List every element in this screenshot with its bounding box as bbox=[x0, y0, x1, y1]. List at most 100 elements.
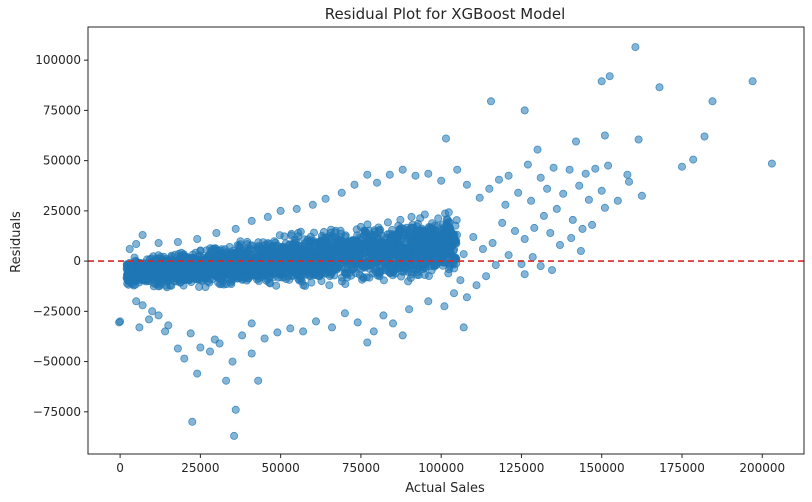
scatter-point bbox=[181, 268, 190, 277]
scatter-point bbox=[388, 319, 397, 328]
scatter-point bbox=[240, 272, 249, 281]
scatter-point bbox=[441, 134, 450, 143]
scatter-point bbox=[383, 248, 392, 257]
scatter-point bbox=[556, 240, 565, 249]
scatter-point bbox=[444, 269, 453, 278]
scatter-point bbox=[154, 238, 163, 247]
scatter-point bbox=[288, 244, 297, 253]
scatter-point bbox=[313, 245, 322, 254]
scatter-point bbox=[424, 232, 433, 241]
scatter-point bbox=[373, 271, 382, 280]
x-tick-label: 50000 bbox=[262, 461, 300, 475]
scatter-point bbox=[366, 230, 375, 239]
scatter-point bbox=[273, 328, 282, 337]
scatter-point bbox=[459, 323, 468, 332]
scatter-point bbox=[748, 77, 757, 86]
y-tick-label: 50000 bbox=[43, 154, 81, 168]
scatter-point bbox=[539, 211, 548, 220]
scatter-point bbox=[173, 237, 182, 246]
scatter-point bbox=[200, 264, 209, 273]
scatter-point bbox=[391, 269, 400, 278]
scatter-point bbox=[510, 226, 519, 235]
scatter-point bbox=[523, 160, 532, 169]
scatter-point bbox=[567, 233, 576, 242]
scatter-point bbox=[528, 253, 537, 262]
scatter-point bbox=[343, 265, 352, 274]
scatter-point bbox=[442, 238, 451, 247]
scatter-point bbox=[655, 83, 664, 92]
scatter-point bbox=[286, 324, 295, 333]
scatter-point bbox=[708, 97, 717, 106]
scatter-point bbox=[311, 317, 320, 326]
scatter-point bbox=[196, 343, 205, 352]
scatter-point bbox=[173, 344, 182, 353]
scatter-point bbox=[354, 242, 363, 251]
scatter-point bbox=[405, 305, 414, 314]
scatter-point bbox=[186, 329, 195, 338]
scatter-point bbox=[125, 277, 134, 286]
x-tick-label: 200000 bbox=[739, 461, 785, 475]
scatter-point bbox=[634, 135, 643, 144]
scatter-point bbox=[491, 261, 500, 270]
scatter-point bbox=[327, 246, 336, 255]
scatter-point bbox=[252, 270, 261, 279]
scatter-point bbox=[370, 247, 379, 256]
scatter-point bbox=[169, 267, 178, 276]
scatter-point bbox=[678, 162, 687, 171]
scatter-point bbox=[254, 376, 263, 385]
scatter-point bbox=[631, 43, 640, 52]
scatter-point bbox=[372, 178, 381, 187]
scatter-point bbox=[234, 241, 243, 250]
scatter-point bbox=[280, 232, 289, 241]
scatter-point bbox=[433, 221, 442, 230]
scatter-point bbox=[337, 277, 346, 286]
scatter-point bbox=[385, 170, 394, 179]
scatter-point bbox=[205, 347, 214, 356]
scatter-point bbox=[138, 230, 147, 239]
scatter-point bbox=[223, 262, 232, 271]
scatter-point bbox=[410, 252, 419, 261]
scatter-point bbox=[482, 272, 491, 281]
scatter-point bbox=[462, 293, 471, 302]
scatter-point bbox=[149, 273, 158, 282]
scatter-point bbox=[379, 276, 388, 285]
scatter-point bbox=[132, 239, 141, 248]
scatter-point bbox=[604, 161, 613, 170]
axis-ticks: 0 25000 50000 75000 100000 125000 150000 175000… bbox=[33, 53, 785, 475]
scatter-point bbox=[605, 72, 614, 81]
scatter-point bbox=[478, 244, 487, 253]
scatter-point bbox=[504, 171, 513, 180]
scatter-point bbox=[337, 188, 346, 197]
scatter-point bbox=[424, 169, 433, 178]
y-tick-label: 75000 bbox=[43, 103, 81, 117]
scatter-point bbox=[205, 250, 214, 259]
scatter-point bbox=[597, 77, 606, 86]
scatter-point bbox=[311, 271, 320, 280]
scatter-point bbox=[285, 261, 294, 270]
scatter-point bbox=[469, 232, 478, 241]
x-tick-label: 125000 bbox=[499, 461, 545, 475]
scatter-point bbox=[231, 405, 240, 414]
y-axis-label: Residuals bbox=[9, 211, 24, 273]
scatter-point bbox=[302, 250, 311, 259]
scatter-point bbox=[347, 250, 356, 259]
scatter-point bbox=[162, 275, 171, 284]
scatter-point bbox=[148, 307, 157, 316]
scatter-point bbox=[127, 265, 136, 274]
scatter-point bbox=[353, 318, 362, 327]
scatter-point bbox=[285, 275, 294, 284]
scatter-point bbox=[591, 164, 600, 173]
scatter-point bbox=[317, 238, 326, 247]
scatter-point bbox=[445, 262, 454, 271]
scatter-point bbox=[398, 259, 407, 268]
scatter-point bbox=[396, 236, 405, 245]
scatter-point bbox=[623, 170, 632, 179]
scatter-point bbox=[420, 210, 429, 219]
scatter-point bbox=[536, 173, 545, 182]
scatter-point bbox=[462, 180, 471, 189]
scatter-point bbox=[411, 171, 420, 180]
scatter-point bbox=[700, 132, 709, 141]
scatter-point bbox=[501, 200, 510, 209]
x-tick-label: 175000 bbox=[659, 461, 705, 475]
